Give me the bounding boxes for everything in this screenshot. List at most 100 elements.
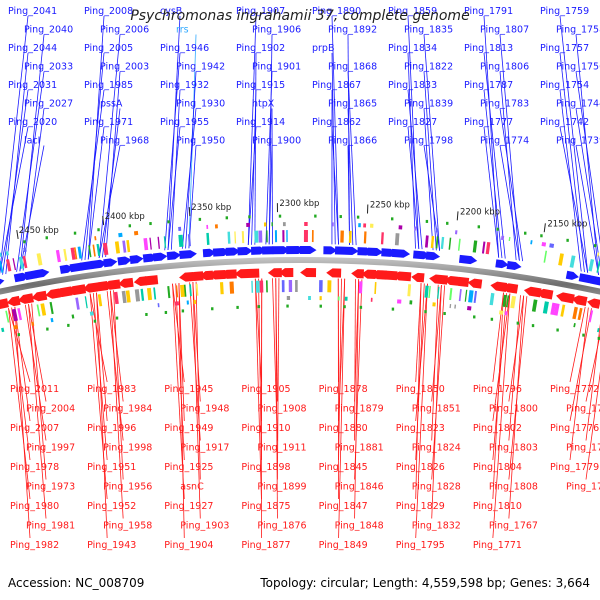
cog-block-forward [227,231,231,244]
bottom-leader-line [508,295,521,441]
cog-block-reverse [319,280,323,293]
gene-label-bottom: Ping_1903 [180,521,229,532]
rna-mark-reverse [466,306,472,311]
trna-mark [516,321,520,325]
cog-block-forward [340,230,344,243]
trna-mark [167,220,170,224]
gene-label-bottom: Ping_1978 [10,462,59,473]
cog-block-forward [5,259,12,272]
cog-block-reverse [428,285,431,298]
cog-block-reverse [40,303,47,316]
cog-block-forward [55,249,61,263]
gene-label-bottom: Ping_1956 [103,482,152,493]
trna-mark [446,221,449,225]
gene-reverse-arrow [82,282,99,293]
gene-label-top: Ping_1759 [540,6,589,17]
top-leader-line [575,71,600,245]
gene-label-bottom: Ping_1877 [241,540,290,551]
cog-block-forward [363,231,367,244]
cog-block-reverse [588,310,594,323]
gene-reverse-arrow [429,274,448,285]
bottom-leader-line [31,303,47,480]
rna-mark-reverse [449,304,452,309]
top-leader-line [499,71,517,261]
cog-block-reverse [49,301,54,315]
trna-mark [248,215,251,219]
gene-forward-arrow [34,268,50,279]
trna-mark [425,219,429,223]
cog-block-reverse [229,281,235,294]
top-leader-line [2,89,29,275]
trna-mark [45,236,48,240]
bottom-leader-line [113,290,124,480]
gene-label-bottom: Ping_1800 [489,404,538,415]
gene-label-top: Ping_1900 [252,136,301,147]
gene-label-top: cysB [160,6,182,17]
scale-tick-label: 2300 kbp [279,199,319,209]
trna-mark [211,307,214,311]
top-leader-line [483,126,500,258]
gene-reverse-arrow [199,270,214,281]
gene-reverse-arrow [452,276,470,287]
cog-block-forward [558,253,564,266]
bottom-leader-line [415,283,422,500]
cog-block-reverse [265,280,268,293]
rna-mark-forward [263,222,267,227]
bottom-leader-line [28,304,47,519]
gene-label-bottom: Ping_1845 [319,462,368,473]
gene-label-top: Ping_1754 [540,80,589,91]
rna-mark-forward [500,235,505,241]
gene-label-bottom: Ping_2007 [10,423,59,434]
gene-label-bottom: Ping_1773 [566,404,600,415]
gene-reverse-arrow [31,290,48,302]
cog-block-forward [92,244,96,257]
bottom-leader-line [275,278,278,519]
cog-block-forward [206,232,210,245]
gene-forward-arrow [272,246,291,255]
trna-mark [257,305,261,309]
trna-mark [356,215,360,219]
gene-label-top: Ping_1742 [540,117,589,128]
top-leader-line [16,71,45,272]
gene-reverse-arrow [587,298,600,309]
cog-block-reverse [572,306,578,320]
top-leader-line [181,108,197,249]
top-leader-line [423,71,437,251]
gene-forward-arrow [345,246,359,255]
cog-block-forward [0,260,4,273]
gene-label-bottom: Ping_1984 [103,404,152,415]
genome-summary-text: Topology: circular; Length: 4,559,598 bp… [260,576,590,590]
cog-block-reverse [489,292,495,306]
top-leader-line [407,126,420,249]
gene-reverse-arrow [501,283,519,294]
trna-mark [531,324,535,328]
gene-label-bottom: Ping_1927 [164,501,213,512]
trna-mark [556,328,559,332]
cog-block-reverse [189,284,192,297]
rna-mark-reverse [344,296,348,301]
bottom-leader-line [569,306,586,383]
rna-mark-reverse [1,327,5,333]
rna-mark-reverse [504,311,508,316]
top-leader-line [251,89,257,245]
gene-label-top: Ping_1914 [236,117,285,128]
gene-reverse-arrow [241,268,260,278]
scale-tick-label: 2400 kbp [105,212,145,222]
gene-label-top: rrs [176,25,189,36]
cog-block-reverse [84,296,88,309]
cog-block-reverse [11,308,18,322]
gene-forward-arrow [299,246,317,255]
trna-mark [225,216,229,220]
rna-mark-forward [332,222,334,227]
rna-mark-forward [435,228,439,233]
trna-mark [339,215,342,219]
trna-mark [540,234,543,238]
cog-block-reverse [259,280,264,293]
cog-block-forward [485,241,491,255]
gene-label-top: Ping_1807 [480,25,529,36]
gene-label-bottom: Ping_1778 [566,443,600,454]
cog-block-forward [73,247,78,260]
accession-text: Accession: NC_008709 [8,576,145,590]
gene-reverse-arrow [490,281,508,292]
cog-block-forward [149,237,152,250]
